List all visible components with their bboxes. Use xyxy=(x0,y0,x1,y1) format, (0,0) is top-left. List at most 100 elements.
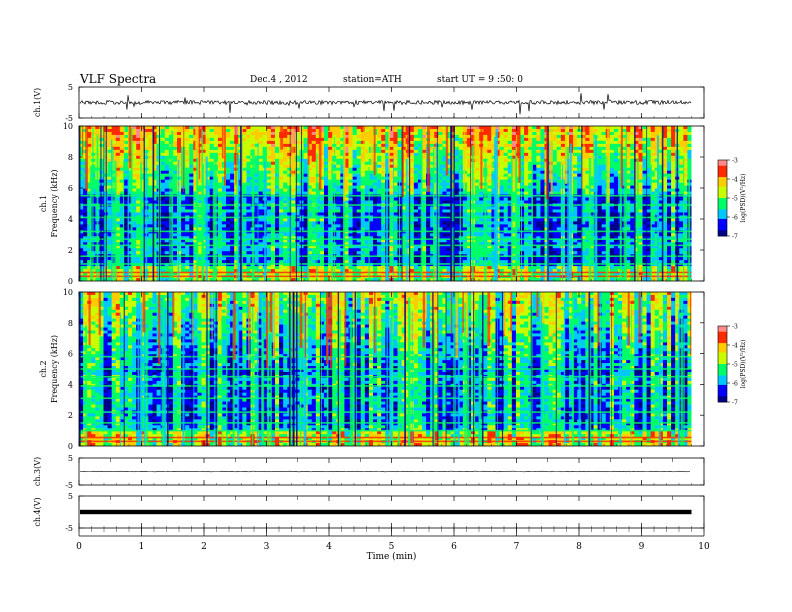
heatmap-cell xyxy=(650,191,656,195)
heatmap-cell xyxy=(458,176,464,181)
heatmap-cell xyxy=(458,182,464,187)
heatmap-cell xyxy=(462,143,468,148)
heatmap-cell xyxy=(177,152,182,157)
heatmap-cell xyxy=(650,149,656,154)
heatmap-cell xyxy=(168,173,174,178)
heatmap-cell xyxy=(613,131,619,136)
heatmap-cell xyxy=(107,128,113,133)
heatmap-cell xyxy=(189,137,194,142)
heatmap-cell xyxy=(466,164,472,169)
heatmap-cell xyxy=(466,185,472,189)
heatmap-cell xyxy=(671,152,676,157)
heatmap-cell xyxy=(430,179,435,184)
heatmap-cell xyxy=(458,128,464,133)
heatmap-cell xyxy=(99,179,104,184)
heatmap-cell xyxy=(520,197,525,201)
heatmap-cell xyxy=(650,134,656,139)
heatmap-cell xyxy=(307,221,313,225)
heatmap-cell xyxy=(123,146,129,151)
heatmap-cell xyxy=(491,197,496,201)
heatmap-cell xyxy=(532,137,537,142)
heatmap-cell xyxy=(667,164,672,169)
heatmap-cell xyxy=(438,209,443,213)
heatmap-cell xyxy=(475,197,480,201)
heatmap-cell xyxy=(123,221,129,225)
heatmap-cell xyxy=(340,179,345,184)
heatmap-cell xyxy=(593,131,598,136)
heatmap-cell xyxy=(279,218,284,222)
heatmap-cell xyxy=(438,221,443,225)
heatmap-cell xyxy=(491,152,496,157)
heatmap-cell xyxy=(515,179,521,184)
heatmap-cell xyxy=(597,149,603,154)
heatmap-cell xyxy=(466,173,472,178)
heatmap-cell xyxy=(475,167,480,172)
heatmap-cell xyxy=(528,131,533,136)
heatmap-cell xyxy=(532,188,537,192)
heatmap-cell xyxy=(87,185,92,189)
heatmap-cell xyxy=(630,158,635,163)
heatmap-cell xyxy=(438,149,443,154)
heatmap-cell xyxy=(438,182,443,187)
heatmap-cell xyxy=(426,209,431,213)
heatmap-cell xyxy=(458,149,464,154)
heatmap-cell xyxy=(311,188,317,192)
heatmap-cell xyxy=(356,200,362,204)
heatmap-cell xyxy=(364,143,370,148)
heatmap-cell xyxy=(487,179,492,184)
heatmap-cell xyxy=(201,131,206,136)
heatmap-cell xyxy=(115,209,121,213)
heatmap-cell xyxy=(160,188,166,192)
heatmap-cell xyxy=(324,143,329,148)
heatmap-cell xyxy=(197,197,202,201)
heatmap-cell xyxy=(532,170,537,175)
heatmap-cell xyxy=(123,155,129,160)
heatmap-cell xyxy=(87,212,92,216)
heatmap-cell xyxy=(638,167,643,172)
heatmap-cell xyxy=(148,188,153,192)
heatmap-cell xyxy=(279,170,284,175)
heatmap-cell xyxy=(315,188,321,192)
heatmap-cell xyxy=(279,188,284,192)
heatmap-cell xyxy=(417,170,423,175)
heatmap-cell xyxy=(381,167,386,172)
heatmap-cell xyxy=(352,197,358,201)
heatmap-cell xyxy=(650,179,656,184)
heatmap-cell xyxy=(475,128,480,133)
heatmap-cell xyxy=(438,146,443,151)
heatmap-cell xyxy=(552,188,558,192)
heatmap-cell xyxy=(189,170,194,175)
heatmap-cell xyxy=(564,200,570,204)
heatmap-cell xyxy=(275,161,280,166)
heatmap-cell xyxy=(136,161,141,166)
heatmap-cell xyxy=(540,164,545,169)
heatmap-cell xyxy=(589,197,594,201)
heatmap-cell xyxy=(144,126,149,130)
heatmap-cell xyxy=(185,146,190,151)
heatmap-cell xyxy=(671,212,676,216)
heatmap-cell xyxy=(622,146,627,151)
heatmap-cell xyxy=(446,164,451,169)
heatmap-cell xyxy=(646,200,652,204)
heatmap-cell xyxy=(246,146,251,151)
heatmap-cell xyxy=(221,197,227,201)
heatmap-cell xyxy=(413,188,419,192)
heatmap-cell xyxy=(479,212,484,216)
heatmap-cell xyxy=(132,191,137,195)
heatmap-cell xyxy=(111,221,117,225)
heatmap-cell xyxy=(99,149,104,154)
heatmap-cell xyxy=(368,185,374,189)
heatmap-cell xyxy=(646,128,652,133)
heatmap-cell xyxy=(324,149,329,154)
heatmap-cell xyxy=(654,155,660,160)
heatmap-cell xyxy=(209,137,215,142)
heatmap-cell xyxy=(332,126,337,130)
heatmap-cell xyxy=(683,188,688,192)
heatmap-cell xyxy=(569,134,574,139)
heatmap-cell xyxy=(446,185,451,189)
heatmap-cell xyxy=(638,140,643,145)
heatmap-cell xyxy=(177,185,182,189)
heatmap-cell xyxy=(422,185,427,189)
heatmap-cell xyxy=(160,170,166,175)
heatmap-cell xyxy=(291,161,296,166)
